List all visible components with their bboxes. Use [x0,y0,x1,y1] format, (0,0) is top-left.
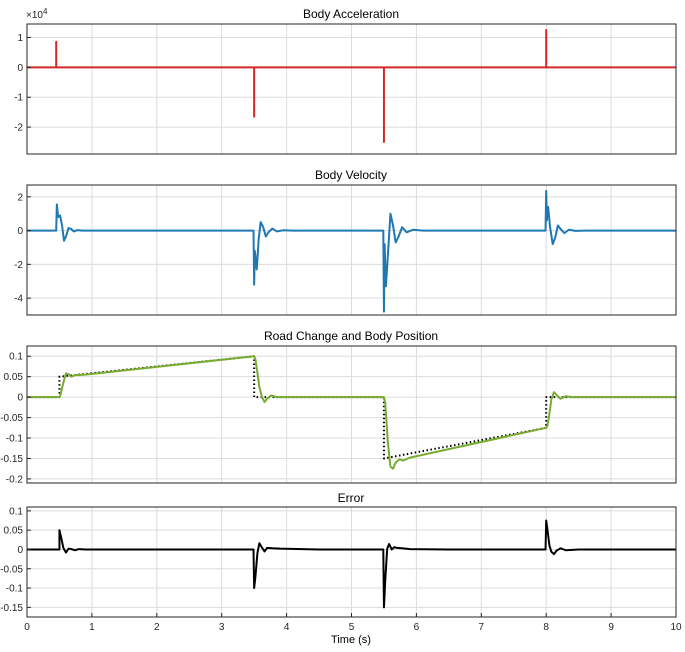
y-tick-label: 0.05 [4,372,24,383]
series-layer [27,28,676,144]
x-tick-label: 2 [154,622,160,633]
x-tick-label: 4 [284,622,290,633]
series-layer [27,189,676,313]
y-tick-label: -0.15 [0,454,23,465]
panel-body-acceleration: Body Acceleration ×104 -2 -1 0 1 [14,7,677,155]
y-tick-label: 2 [17,192,23,203]
y-tick-label: -0.1 [6,584,24,595]
x-tick-label: 6 [414,622,420,633]
x-tick-label: 0 [24,622,30,633]
y-tick-label: 0 [17,393,23,404]
axes-box [26,23,677,155]
panel-title: Body Velocity [315,168,387,182]
y-tick-label: 0.1 [9,352,23,363]
y-tick-label: -0.15 [0,603,23,614]
x-tick-label: 3 [219,622,225,633]
panel-title: Body Acceleration [303,7,399,21]
panel-title: Road Change and Body Position [264,329,438,343]
y-tick-labels: -4 -2 0 2 [14,192,31,305]
panel-body-velocity: Body Velocity -4 -2 0 2 [14,168,677,316]
y-tick-label: -0.1 [6,434,24,445]
x-tick-label: 7 [479,622,485,633]
y-tick-label: -1 [14,93,23,104]
y-tick-label: -0.05 [0,413,23,424]
x-tick-label: 9 [608,622,614,633]
y-tick-labels: -0.2 -0.15 -0.1 -0.05 0 0.05 0.1 [0,352,31,485]
x-tick-label: 8 [543,622,549,633]
panel-error: Error -0.15 -0.1 -0.05 0 0.05 0.1 0 1 2 3 4 5 6 7 8 9 1… [0,491,682,646]
axis-multiplier: ×104 [26,7,48,21]
x-tick-labels: 0 1 2 3 4 5 6 7 8 9 10 [24,613,682,633]
axes-box [26,184,677,316]
y-tick-label: -2 [14,260,23,271]
y-tick-label: 0 [17,545,23,556]
y-tick-label: 0.1 [9,506,23,517]
y-tick-label: 0.05 [4,526,24,537]
y-tick-label: -0.2 [6,474,24,485]
y-tick-labels: -2 -1 0 1 [14,33,31,134]
x-tick-label: 10 [670,622,682,633]
x-tick-label: 5 [349,622,355,633]
y-tick-label: 0 [17,226,23,237]
series-line [27,28,676,144]
x-tick-label: 1 [89,622,95,633]
series-line-dotted [27,355,676,460]
series-layer [27,355,676,470]
series-line [27,519,676,609]
y-tick-label: 1 [17,33,23,44]
y-tick-label: -0.05 [0,564,23,575]
y-tick-labels: -0.15 -0.1 -0.05 0 0.05 0.1 [0,506,31,614]
y-tick-label: 0 [17,63,23,74]
series-line [27,355,676,470]
axes-box [26,345,677,484]
series-line [27,189,676,313]
y-tick-label: -4 [14,294,23,305]
y-tick-label: -2 [14,123,23,134]
series-layer [27,519,676,609]
panel-road-change-and-body-position: Road Change and Body Position -0.2-0.15-… [0,329,677,485]
panel-title: Error [338,491,365,505]
x-axis-label: Time (s) [331,634,371,646]
